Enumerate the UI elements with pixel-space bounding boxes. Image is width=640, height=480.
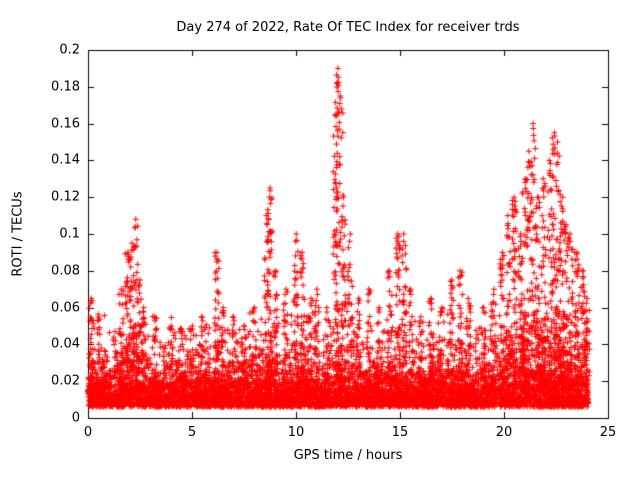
x-tick-label: 5 [187,425,197,440]
x-tick-label: 10 [287,425,305,440]
y-tick-label: 0.02 [51,373,80,389]
y-tick-label: 0.14 [51,152,80,168]
chart-title: Day 274 of 2022, Rate Of TEC Index for r… [176,20,520,35]
x-axis-label: GPS time / hours [293,448,403,463]
x-tick-label: 0 [83,425,93,440]
y-tick-label: 0.1 [59,226,80,242]
y-tick-label: 0.2 [59,42,80,58]
y-tick-label: 0.16 [51,116,80,132]
y-axis-label: ROTI / TECUs [10,191,26,277]
y-tick-label: 0.06 [51,300,80,316]
y-tick-label: 0.12 [51,189,80,205]
x-tick-label: 15 [391,425,409,440]
x-tick-label: 25 [599,425,617,440]
y-tick-label: 0 [71,410,80,426]
y-tick-label: 0.08 [51,263,80,279]
y-tick-label: 0.04 [51,336,80,352]
y-tick-label: 0.18 [51,79,80,95]
x-tick-label: 20 [495,425,513,440]
